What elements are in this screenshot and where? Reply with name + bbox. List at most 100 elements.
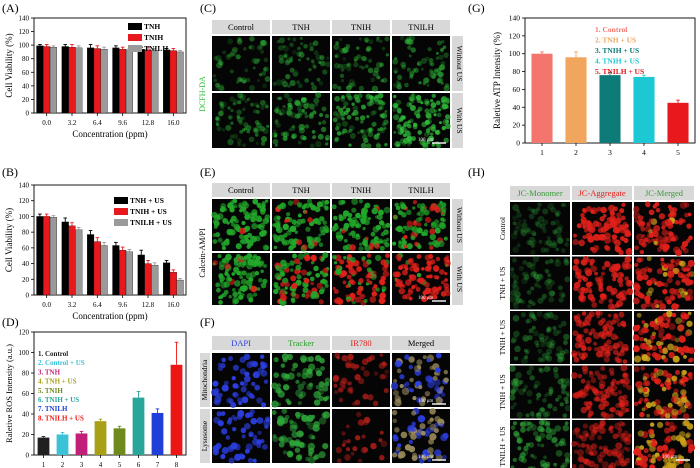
cell — [588, 434, 595, 441]
cell — [255, 215, 262, 222]
cell — [315, 92, 322, 99]
cell — [514, 345, 521, 353]
cell — [563, 259, 570, 267]
scale-bar-label: 100 μm — [662, 455, 677, 460]
cell — [261, 362, 268, 369]
cell — [223, 208, 228, 212]
cell — [335, 41, 340, 45]
cell — [671, 375, 678, 382]
x-tick-label: 3 — [80, 461, 84, 468]
cell — [418, 385, 423, 390]
cell — [325, 395, 330, 400]
cell — [534, 282, 539, 288]
cell — [236, 413, 243, 420]
cell — [428, 60, 433, 66]
cell — [508, 295, 516, 303]
cell — [319, 113, 324, 118]
cell — [215, 115, 220, 121]
cell — [275, 119, 279, 123]
cell — [392, 108, 397, 112]
cell — [662, 336, 667, 341]
cell — [528, 236, 536, 243]
cell — [213, 78, 218, 83]
cell — [412, 200, 417, 205]
cell — [275, 265, 280, 270]
cell — [287, 200, 294, 206]
cell — [656, 280, 663, 288]
cell — [215, 282, 221, 288]
cell — [668, 231, 674, 237]
cell — [667, 343, 675, 351]
cell — [510, 465, 515, 468]
cell — [640, 250, 645, 255]
cell — [236, 39, 243, 45]
cell — [279, 299, 287, 307]
plot-frame — [33, 184, 187, 296]
cell — [240, 77, 248, 84]
cell — [649, 320, 656, 328]
cell — [627, 433, 632, 438]
column-header-bg — [510, 186, 570, 200]
cell — [226, 53, 231, 58]
cell — [411, 93, 415, 97]
cell — [598, 424, 603, 430]
cell — [273, 372, 280, 379]
cell — [640, 455, 649, 463]
cell — [426, 260, 432, 266]
cell — [280, 363, 286, 368]
cell — [416, 62, 420, 66]
cell — [645, 339, 652, 346]
cell — [588, 450, 594, 456]
cell — [643, 337, 648, 342]
cell — [304, 114, 309, 119]
cell — [556, 345, 563, 353]
cell — [289, 56, 294, 60]
cell — [656, 340, 662, 347]
cell — [296, 274, 302, 280]
cell — [318, 242, 324, 248]
cell — [443, 52, 449, 58]
scale-bar-label: 100 μm — [418, 138, 433, 143]
cell — [422, 77, 430, 84]
cell — [523, 445, 529, 452]
cell — [316, 201, 323, 208]
cell — [375, 254, 382, 262]
cell — [444, 83, 450, 88]
cell — [402, 124, 406, 128]
cell — [610, 406, 617, 413]
legend-entry: 4. TNH + US — [38, 378, 77, 386]
cell — [368, 127, 373, 132]
cell — [305, 226, 311, 232]
cell — [594, 271, 598, 276]
cell — [553, 366, 559, 373]
cell — [658, 327, 665, 335]
cell — [426, 358, 431, 363]
cell — [666, 319, 671, 324]
cell — [352, 83, 356, 88]
cell — [425, 128, 431, 133]
cell — [245, 443, 253, 451]
cell — [625, 231, 632, 237]
cell — [291, 431, 299, 438]
cell — [246, 77, 251, 83]
cell — [512, 421, 518, 426]
cell — [366, 45, 372, 52]
legend-swatch — [114, 208, 128, 215]
legend-entry: TNILH + US — [130, 218, 172, 227]
cell — [544, 335, 550, 340]
cell — [324, 227, 330, 234]
cell — [243, 375, 251, 383]
cell — [274, 272, 282, 280]
cell — [580, 213, 585, 218]
cell — [671, 312, 677, 318]
cell — [260, 105, 265, 110]
cell — [373, 371, 379, 376]
cell — [336, 131, 342, 136]
cell — [644, 295, 651, 303]
cell — [380, 79, 384, 83]
cell — [643, 327, 649, 334]
cell — [523, 420, 529, 427]
cell — [557, 356, 564, 363]
cell — [366, 356, 372, 363]
cell — [397, 443, 402, 448]
